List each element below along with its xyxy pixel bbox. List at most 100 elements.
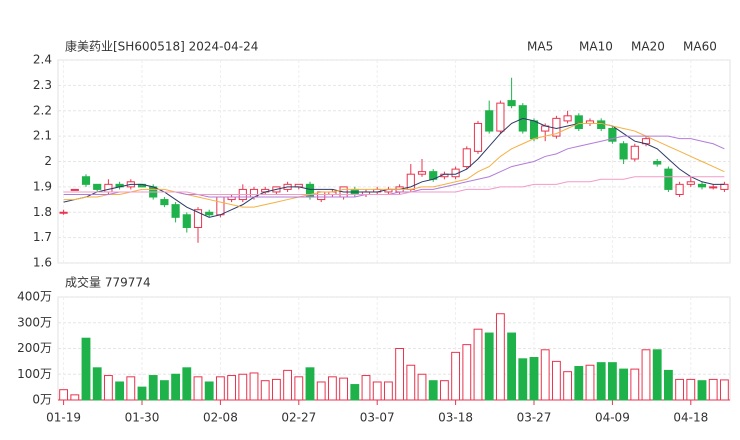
candle-body: [70, 188, 79, 191]
candle-body: [529, 120, 539, 140]
candle-body: [720, 183, 729, 190]
volume-bar: [81, 337, 91, 401]
volume-bar: [462, 344, 472, 401]
volume-bar: [540, 349, 550, 401]
ma-line: [63, 176, 725, 195]
y-tick-label: 300万: [17, 315, 52, 329]
volume-bar: [686, 378, 696, 401]
x-tick-label: 01-19: [46, 411, 81, 425]
volume-bar: [137, 386, 147, 401]
x-tick-label: 03-27: [517, 411, 552, 425]
volume-bar: [148, 375, 158, 401]
legend-entry: MA10: [579, 40, 613, 54]
candle-body: [317, 191, 326, 201]
volume-bar: [126, 376, 136, 401]
candle-body: [675, 183, 684, 195]
volume-bar: [507, 332, 517, 401]
volume-bar: [697, 380, 707, 401]
candle-body: [182, 214, 191, 228]
y-tick-label: 100万: [17, 367, 52, 381]
volume-bar: [395, 348, 405, 401]
y-tick-label: 0万: [32, 393, 52, 407]
y-tick-label: 1.9: [33, 179, 52, 193]
y-tick-label: 1.8: [33, 205, 52, 219]
volume-bar: [294, 376, 304, 401]
volume-bar: [260, 380, 270, 401]
volume-bar: [473, 328, 483, 401]
y-tick-label: 400万: [17, 290, 52, 304]
candle-body: [473, 122, 483, 152]
volume-bar: [641, 349, 651, 401]
volume-bar: [619, 368, 629, 401]
candle-body: [216, 196, 225, 216]
volume-bar: [529, 357, 539, 401]
y-tick-label: 1.6: [33, 256, 52, 270]
volume-bar: [339, 377, 349, 401]
x-tick-label: 04-18: [673, 411, 708, 425]
volume-title: 成交量 779774: [65, 275, 151, 290]
volume-bar: [305, 367, 315, 401]
x-tick-label: 03-18: [438, 411, 473, 425]
volume-bar: [484, 332, 494, 401]
candle-body: [619, 143, 628, 160]
y-tick-label: 2: [44, 154, 52, 168]
y-tick-label: 2.3: [33, 78, 52, 92]
y-tick-label: 2.1: [33, 129, 52, 143]
candle-body: [709, 186, 718, 189]
candle-body: [507, 100, 516, 107]
volume-bar: [204, 381, 214, 401]
volume-bar: [327, 376, 337, 401]
volume-bar: [708, 378, 718, 401]
volume-bar: [361, 375, 371, 401]
candle-body: [653, 161, 662, 165]
x-tick-label: 02-08: [203, 411, 238, 425]
volume-bar: [316, 381, 326, 401]
volume-bar: [518, 358, 528, 401]
volume-bar: [428, 380, 438, 401]
volume-bar: [215, 376, 225, 401]
volume-bar: [439, 380, 449, 401]
y-tick-label: 1.7: [33, 230, 52, 244]
candle-body: [563, 115, 572, 122]
candle-body: [59, 211, 68, 214]
candle-body: [686, 181, 695, 185]
volume-bar: [193, 376, 203, 401]
y-tick-label: 2.4: [33, 53, 52, 67]
x-tick-label: 02-27: [281, 411, 316, 425]
y-tick-label: 2.2: [33, 103, 52, 117]
candle-body: [193, 209, 203, 228]
candle-body: [597, 120, 606, 130]
x-tick-label: 03-07: [360, 411, 395, 425]
candle-body: [81, 176, 91, 185]
candle-body: [664, 168, 673, 190]
volume-bar: [585, 364, 595, 401]
volume-bar: [182, 367, 192, 401]
candle-body: [93, 183, 102, 190]
volume-bar: [171, 373, 181, 401]
candle-body: [160, 199, 169, 206]
volume-bar: [675, 378, 685, 401]
volume-bar: [574, 366, 584, 401]
volume-bar: [652, 349, 662, 401]
candle-body: [104, 183, 113, 193]
volume-bar: [59, 389, 69, 401]
volume-bar: [115, 381, 125, 401]
legend-entry: MA5: [527, 40, 553, 54]
volume-bar: [495, 313, 505, 401]
volume-bar: [249, 372, 259, 401]
volume-bar: [451, 351, 461, 401]
volume-bar: [406, 364, 416, 401]
volume-bar: [607, 362, 617, 401]
volume-bar: [227, 375, 237, 401]
candle-body: [496, 102, 505, 132]
volume-bar: [663, 369, 673, 401]
volume-bar: [159, 380, 169, 401]
candle-body: [205, 211, 214, 216]
volume-bar: [719, 379, 729, 401]
legend-entry: MA20: [631, 40, 665, 54]
candle-body: [485, 110, 494, 132]
x-tick-label: 01-30: [125, 411, 160, 425]
volume-bar: [563, 371, 573, 401]
candle-body: [697, 183, 707, 188]
volume-bar: [551, 360, 561, 401]
